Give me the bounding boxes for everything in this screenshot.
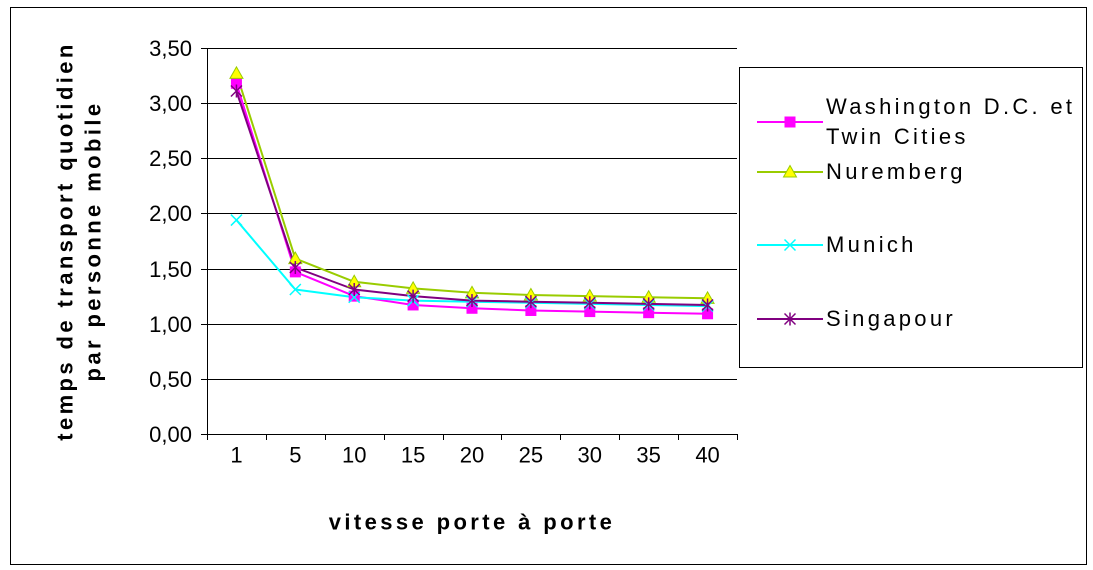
data-point-singapour <box>701 298 714 312</box>
data-point-singapour <box>465 294 479 308</box>
y-tick-label: 0,50 <box>149 367 192 392</box>
legend-key-munich <box>757 238 823 252</box>
x-tick-label: 20 <box>460 443 484 468</box>
marker-stroke <box>230 214 243 227</box>
data-point-singapour <box>642 297 655 311</box>
data-point-nuremberg <box>229 65 244 79</box>
marker-triangle <box>782 164 798 178</box>
legend-item-washington-dc-et-twin-cities: Washington D.C. et Twin Cities <box>740 92 1082 152</box>
legend-key-washington-dc-et-twin-cities <box>757 116 823 128</box>
y-tick-label: 3,50 <box>149 36 192 61</box>
legend-label: Singapour <box>826 306 956 331</box>
data-point-munich <box>289 283 302 296</box>
gridlines <box>207 48 737 380</box>
data-point-singapour <box>348 283 361 297</box>
data-point-singapour <box>583 296 596 310</box>
legend-label: Washington D.C. et Twin Cities <box>826 94 1076 149</box>
data-point-singapour <box>230 84 243 98</box>
legend-label: Nuremberg <box>826 159 966 184</box>
data-points <box>229 65 715 320</box>
x-tick-label: 15 <box>401 443 425 468</box>
y-tick-label: 1,50 <box>149 257 192 282</box>
legend-label: Munich <box>826 232 917 257</box>
data-point-singapour <box>289 260 302 274</box>
y-axis-title-line-2: par personne mobile <box>81 101 106 382</box>
series-line-nuremberg <box>235 73 708 300</box>
data-point-munich <box>230 214 243 227</box>
x-tick-label: 40 <box>695 443 719 468</box>
x-tick-label: 35 <box>636 443 660 468</box>
legend-item-munich: Munich <box>740 230 1082 260</box>
legend: Washington D.C. et Twin Cities Nuremberg… <box>739 67 1083 368</box>
x-tick-label: 10 <box>342 443 366 468</box>
legend-marker-munich <box>783 238 797 252</box>
legend-marker-nuremberg <box>782 164 798 178</box>
y-tick-label: 2,00 <box>149 201 192 226</box>
x-tick-label: 25 <box>519 443 543 468</box>
x-tick-label: 5 <box>289 443 301 468</box>
marker-stroke <box>783 238 797 252</box>
series-line-washington-d-c-et-twin-cities <box>235 83 708 315</box>
x-axis-title: vitesse porte à porte <box>329 510 616 535</box>
marker-stroke <box>289 283 302 296</box>
y-tick-label: 0,00 <box>149 422 192 447</box>
y-tick-label: 2,50 <box>149 146 192 171</box>
chart-area <box>10 7 1087 565</box>
marker-triangle <box>229 65 244 79</box>
series-line-singapour <box>235 90 708 306</box>
legend-marker-singapour <box>783 312 797 326</box>
y-tick-label: 3,00 <box>149 91 192 116</box>
legend-key-nuremberg <box>757 164 823 178</box>
y-tick-label: 1,00 <box>149 312 192 337</box>
x-tick-label: 1 <box>230 443 242 468</box>
legend-key-singapour <box>757 312 823 326</box>
x-tick-label: 30 <box>578 443 602 468</box>
data-point-singapour <box>524 295 537 309</box>
marker-square <box>784 116 796 128</box>
y-axis-title-line-1: temps de transport quotidien <box>53 41 78 441</box>
data-point-singapour <box>407 289 420 303</box>
legend-marker-washington-d-c-et-twin-cities <box>784 116 796 128</box>
legend-item-nuremberg: Nuremberg <box>740 157 1082 187</box>
axes: 0,000,501,001,502,002,503,003,501 5 10 15 20… <box>149 36 738 468</box>
series-lines <box>235 73 708 315</box>
legend-item-singapour: Singapour <box>740 304 1082 334</box>
